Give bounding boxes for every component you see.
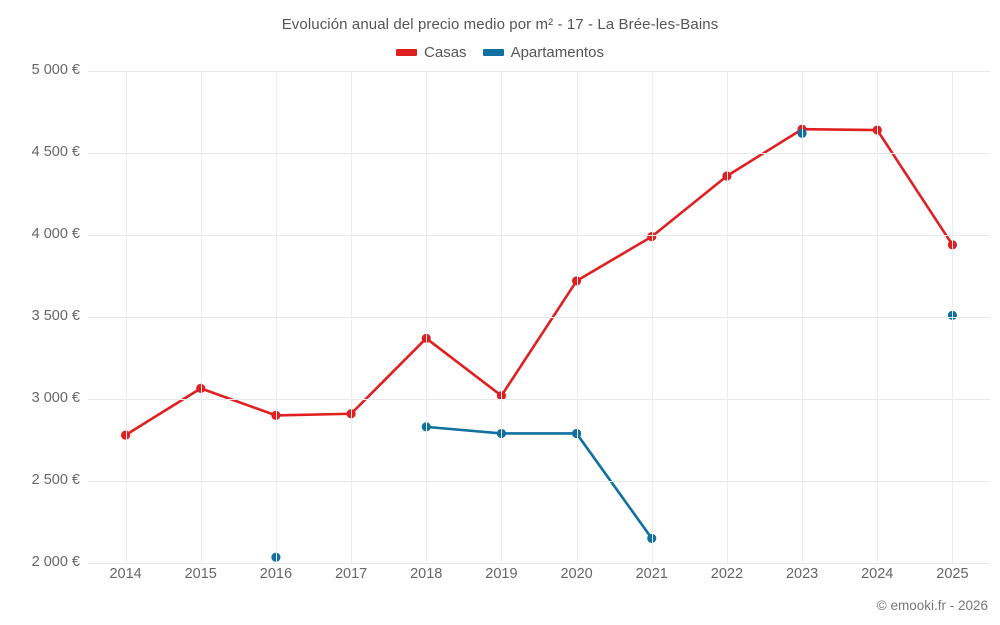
legend-item-apartamentos[interactable]: Apartamentos (482, 44, 604, 61)
series-layer (120, 124, 958, 562)
series-line-apartamentos (424, 425, 654, 540)
x-axis-tick-label: 2022 (710, 566, 744, 582)
x-axis-tick-label: 2014 (109, 566, 142, 582)
gridline-vertical (877, 71, 879, 563)
plot-area (88, 71, 990, 564)
gridline-vertical (200, 71, 202, 563)
gridline-vertical (125, 71, 127, 563)
gridline-vertical (351, 71, 353, 563)
gridline-horizontal (88, 235, 990, 236)
gridline-vertical (802, 71, 804, 563)
x-axis-tick-label: 2020 (560, 566, 593, 582)
gridline-vertical (275, 71, 277, 563)
chart-title: Evolución anual del precio medio por m² … (281, 16, 719, 33)
gridline-vertical (501, 71, 503, 563)
gridline-vertical (426, 71, 428, 563)
gridline-vertical (576, 71, 578, 563)
x-axis-tick-label: 2023 (785, 566, 819, 582)
x-axis-tick-label: 2018 (410, 566, 443, 582)
y-axis-tick-label: 2 500 € (31, 472, 80, 488)
x-axis-tick-label: 2024 (861, 566, 894, 582)
gridline-horizontal (88, 563, 990, 564)
legend-swatch-apartamentos (482, 49, 504, 56)
y-axis-labels: 2 000 € 2 500 € 3 000 € 3 500 € 4 000 € 4 500… (0, 62, 80, 570)
x-axis-labels: 2014 2015 2016 2017 2018 2019 2020 2021 2022 2023… (88, 566, 990, 592)
gridline-vertical (952, 71, 954, 563)
x-axis-tick-label: 2025 (936, 566, 969, 582)
legend-label-casas: Casas (424, 44, 467, 61)
y-axis-tick-label: 2 000 € (31, 554, 80, 570)
gridline-horizontal (88, 399, 990, 400)
x-axis-tick-label: 2017 (334, 566, 368, 582)
gridline-horizontal (88, 481, 990, 482)
legend-item-casas[interactable]: Casas (396, 44, 467, 61)
y-axis-tick-label: 3 500 € (31, 308, 80, 324)
gridline-horizontal (88, 317, 990, 318)
y-axis-tick-label: 4 000 € (31, 226, 80, 242)
series-line-casas (124, 127, 954, 437)
x-axis-tick-label: 2021 (635, 566, 668, 582)
legend-label-apartamentos: Apartamentos (510, 44, 604, 61)
gridline-vertical (651, 71, 653, 563)
gridline-vertical (726, 71, 728, 563)
x-axis-tick-label: 2019 (485, 566, 518, 582)
x-axis-tick-label: 2015 (184, 566, 217, 582)
y-axis-tick-label: 3 000 € (31, 390, 80, 406)
y-axis-tick-label: 4 500 € (31, 144, 80, 160)
legend-swatch-casas (396, 49, 418, 56)
gridline-horizontal (88, 153, 990, 154)
footer-credit: © emooki.fr - 2026 (876, 598, 988, 613)
x-axis-tick-label: 2016 (259, 566, 293, 582)
chart-legend: Casas Apartamentos (0, 44, 1000, 61)
gridline-horizontal (88, 71, 990, 72)
y-axis-tick-label: 5 000 € (31, 62, 80, 78)
